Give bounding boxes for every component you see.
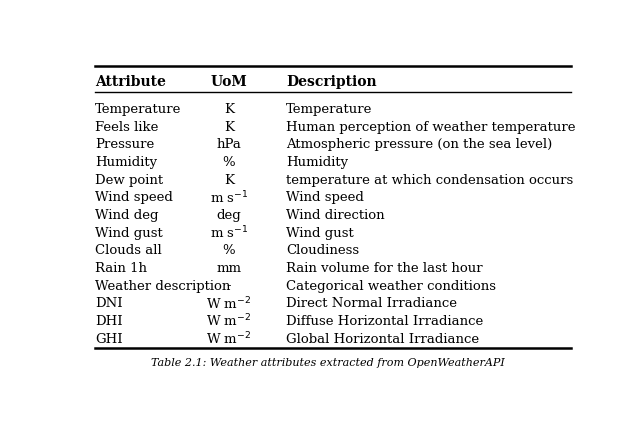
Text: Rain 1h: Rain 1h	[95, 262, 147, 275]
Text: mm: mm	[216, 262, 241, 275]
Text: Feels like: Feels like	[95, 120, 158, 134]
Text: DHI: DHI	[95, 315, 122, 328]
Text: W m$^{-2}$: W m$^{-2}$	[206, 331, 252, 347]
Text: Pressure: Pressure	[95, 138, 154, 151]
Text: %: %	[223, 244, 235, 257]
Text: Wind gust: Wind gust	[95, 226, 163, 240]
Text: Table 2.1: Weather attributes extracted from OpenWeatherAPI: Table 2.1: Weather attributes extracted …	[151, 358, 505, 368]
Text: Categorical weather conditions: Categorical weather conditions	[286, 279, 496, 293]
Text: %: %	[223, 156, 235, 169]
Text: m s$^{-1}$: m s$^{-1}$	[209, 190, 248, 206]
Text: Temperature: Temperature	[95, 103, 181, 116]
Text: DNI: DNI	[95, 297, 122, 310]
Text: -: -	[227, 279, 231, 293]
Text: Dew point: Dew point	[95, 173, 163, 187]
Text: Diffuse Horizontal Irradiance: Diffuse Horizontal Irradiance	[286, 315, 483, 328]
Text: Wind speed: Wind speed	[286, 191, 364, 204]
Text: m s$^{-1}$: m s$^{-1}$	[209, 225, 248, 241]
Text: Wind gust: Wind gust	[286, 226, 353, 240]
Text: temperature at which condensation occurs: temperature at which condensation occurs	[286, 173, 573, 187]
Text: W m$^{-2}$: W m$^{-2}$	[206, 313, 252, 330]
Text: K: K	[224, 120, 234, 134]
Text: Atmospheric pressure (on the sea level): Atmospheric pressure (on the sea level)	[286, 138, 552, 151]
Text: Wind direction: Wind direction	[286, 209, 385, 222]
Text: Wind deg: Wind deg	[95, 209, 158, 222]
Text: deg: deg	[216, 209, 241, 222]
Text: UoM: UoM	[211, 75, 247, 89]
Text: K: K	[224, 173, 234, 187]
Text: Attribute: Attribute	[95, 75, 166, 89]
Text: Temperature: Temperature	[286, 103, 372, 116]
Text: Clouds all: Clouds all	[95, 244, 162, 257]
Text: Rain volume for the last hour: Rain volume for the last hour	[286, 262, 483, 275]
Text: GHI: GHI	[95, 333, 122, 346]
Text: Description: Description	[286, 75, 376, 89]
Text: Wind speed: Wind speed	[95, 191, 173, 204]
Text: Human perception of weather temperature: Human perception of weather temperature	[286, 120, 575, 134]
Text: Direct Normal Irradiance: Direct Normal Irradiance	[286, 297, 457, 310]
Text: Cloudiness: Cloudiness	[286, 244, 359, 257]
Text: Global Horizontal Irradiance: Global Horizontal Irradiance	[286, 333, 479, 346]
Text: Humidity: Humidity	[95, 156, 157, 169]
Text: K: K	[224, 103, 234, 116]
Text: W m$^{-2}$: W m$^{-2}$	[206, 296, 252, 312]
Text: Weather description: Weather description	[95, 279, 230, 293]
Text: hPa: hPa	[216, 138, 241, 151]
Text: Humidity: Humidity	[286, 156, 348, 169]
